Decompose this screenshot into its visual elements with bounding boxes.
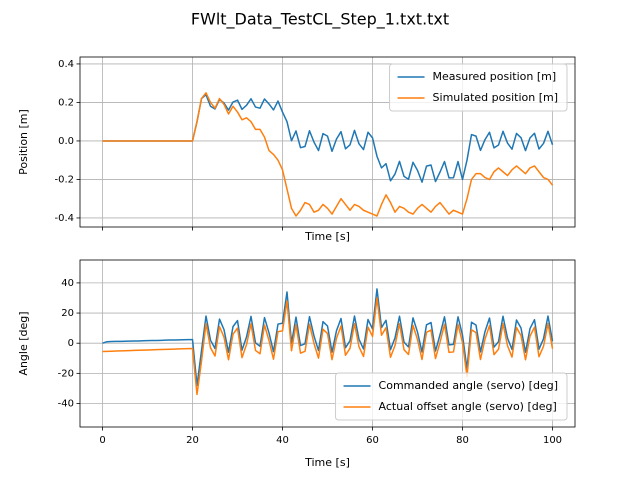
- legend-box: [389, 63, 568, 112]
- y-tick-label: 0.0: [58, 136, 74, 147]
- y-tick-label: 40: [61, 278, 74, 289]
- x-tick-label: 40: [276, 435, 289, 446]
- legend-label: Actual offset angle (servo) [deg]: [379, 400, 557, 413]
- legend-label: Commanded angle (servo) [deg]: [379, 379, 558, 392]
- x-tick-label: 20: [186, 435, 199, 446]
- legend-box: [335, 372, 568, 421]
- y-tick-label: 20: [61, 308, 74, 319]
- y-tick-label: -0.4: [54, 213, 74, 224]
- series-line: [102, 297, 554, 396]
- series-line: [102, 288, 554, 387]
- y-tick-label: 0.4: [58, 59, 74, 70]
- x-tick-label: 100: [543, 435, 562, 446]
- y-tick-label: 0.2: [58, 97, 74, 108]
- x-axis-label: Time [s]: [304, 230, 350, 243]
- legend-label: Measured position [m]: [433, 70, 557, 83]
- legend-label: Simulated position [m]: [433, 91, 558, 104]
- x-tick-label: 80: [456, 435, 469, 446]
- legend: Commanded angle (servo) [deg] Actual offs…: [335, 372, 568, 421]
- y-tick-label: -0.2: [54, 174, 74, 185]
- y-axis-label: Position [m]: [17, 109, 30, 175]
- y-tick-label: -20: [58, 368, 74, 379]
- x-tick-label: 0: [99, 435, 105, 446]
- x-tick-label: 60: [366, 435, 379, 446]
- y-tick-label: -40: [58, 398, 74, 409]
- y-tick-label: 0: [68, 338, 74, 349]
- series-line: [102, 92, 554, 217]
- y-axis-label: Angle [deg]: [17, 311, 30, 375]
- axes: 0 20 40 60 80 100 -40 -20 0 20 40 Time [s] Angle [de…: [17, 259, 576, 469]
- axes-frame: [79, 56, 576, 228]
- axes: -0.4 -0.2 0.0 0.2 0.4 Time [s] Position [m] Mea…: [17, 56, 576, 243]
- legend: Measured position [m] Simulated position …: [389, 63, 568, 112]
- x-axis-label: Time [s]: [304, 456, 350, 469]
- axes-frame: [79, 259, 576, 428]
- figure-title: FWlt_Data_TestCL_Step_1.txt.txt: [191, 10, 449, 30]
